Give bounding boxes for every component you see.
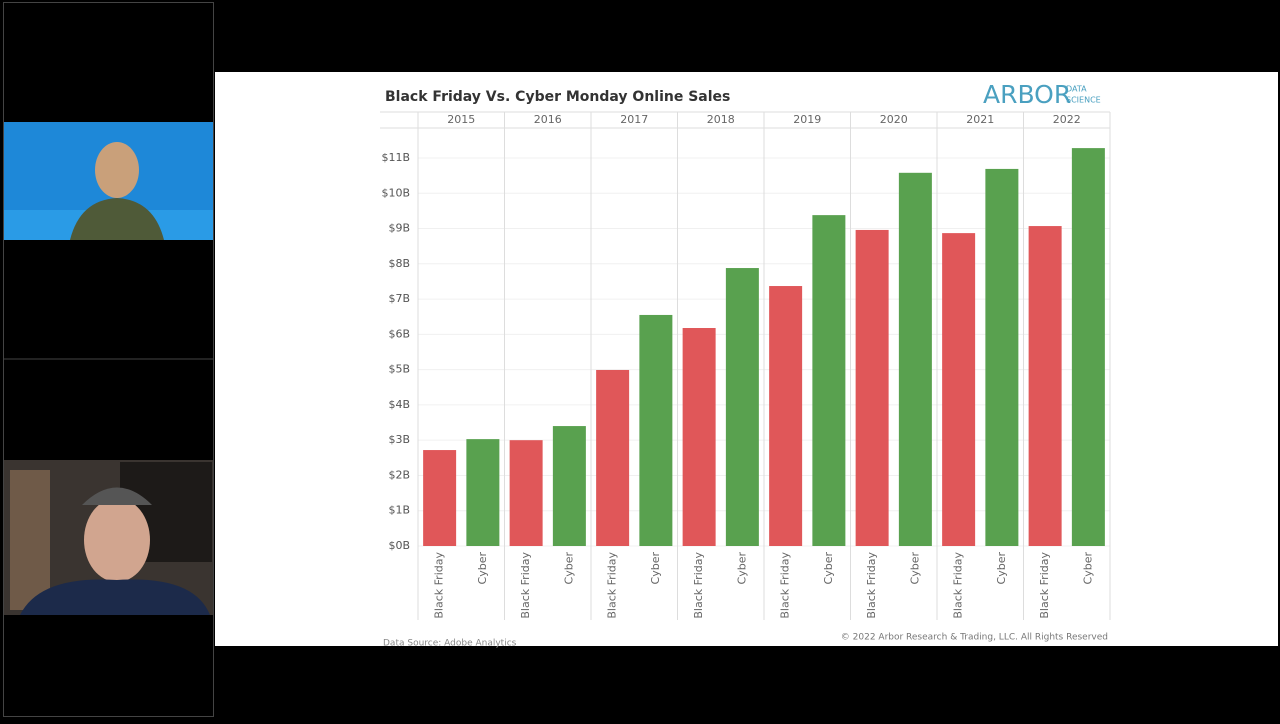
bar: [682, 328, 716, 546]
x-tick-label: Cyber: [995, 552, 1008, 585]
y-tick-label: $1B: [388, 504, 410, 517]
bar: [466, 439, 500, 546]
y-tick-label: $7B: [388, 292, 410, 305]
y-tick-label: $5B: [388, 363, 410, 376]
x-tick-label: Cyber: [735, 552, 748, 585]
y-tick-label: $3B: [388, 433, 410, 446]
y-tick-label: $11B: [381, 151, 410, 164]
bar: [423, 450, 457, 546]
x-tick-label: Black Friday: [952, 552, 965, 619]
x-tick-label: Black Friday: [692, 552, 705, 619]
y-tick-label: $10B: [381, 186, 410, 199]
bar: [596, 369, 630, 546]
x-tick-label: Cyber: [908, 552, 921, 585]
bar: [855, 229, 889, 546]
year-header: 2022: [1053, 113, 1081, 126]
year-header: 2021: [966, 113, 994, 126]
person-head: [95, 142, 139, 198]
x-tick-label: Black Friday: [606, 552, 619, 619]
source-note: Data Source: Adobe Analytics: [383, 639, 517, 649]
bar: [1071, 148, 1105, 546]
bar: [725, 268, 759, 546]
person-head: [84, 498, 150, 582]
year-header: 2016: [534, 113, 562, 126]
person-body: [20, 579, 210, 615]
bar: [509, 440, 543, 546]
year-header: 2018: [707, 113, 735, 126]
video-tile[interactable]: [4, 122, 213, 240]
bar: [769, 286, 803, 546]
chart: $0B $1B $2B $3B $4B $5B $6B $7B $8B $9B $10B $11B 20…: [380, 111, 1111, 620]
x-tick-label: Black Friday: [779, 552, 792, 619]
logo-sub: SCIENCE: [1066, 96, 1101, 105]
y-tick-label: $4B: [388, 398, 410, 411]
bar: [1028, 226, 1062, 547]
x-tick-label: Black Friday: [433, 552, 446, 619]
x-tick-label: Black Friday: [865, 552, 878, 619]
video-door: [10, 470, 50, 610]
x-tick-label: Cyber: [649, 552, 662, 585]
y-tick-label: $8B: [388, 257, 410, 270]
y-tick-label: $9B: [388, 222, 410, 235]
year-header: 2017: [620, 113, 648, 126]
person-cap: [82, 487, 152, 505]
logo-sub: DATA: [1066, 85, 1087, 94]
x-tick-label: Black Friday: [519, 552, 532, 619]
x-tick-label: Black Friday: [1038, 552, 1051, 619]
x-tick-label: Cyber: [1081, 552, 1094, 585]
bar: [552, 426, 586, 546]
x-tick-label: Cyber: [562, 552, 575, 585]
y-tick-label: $2B: [388, 468, 410, 481]
y-tick-label: $0B: [388, 539, 410, 552]
video-tile[interactable]: [4, 460, 213, 615]
bar: [812, 215, 846, 546]
bar: [985, 168, 1019, 546]
year-header: 2020: [880, 113, 908, 126]
y-tick-label: $6B: [388, 327, 410, 340]
person-body: [70, 198, 164, 240]
year-header: 2015: [447, 113, 475, 126]
bar: [898, 172, 932, 546]
copyright: © 2022 Arbor Research & Trading, LLC. Al…: [841, 633, 1108, 643]
bar: [639, 314, 673, 546]
logo: ARBOR: [983, 80, 1071, 109]
bar: [942, 233, 976, 546]
x-tick-label: Cyber: [822, 552, 835, 585]
chart-title: Black Friday Vs. Cyber Monday Online Sal…: [385, 89, 730, 105]
year-header: 2019: [793, 113, 821, 126]
x-tick-label: Cyber: [476, 552, 489, 585]
